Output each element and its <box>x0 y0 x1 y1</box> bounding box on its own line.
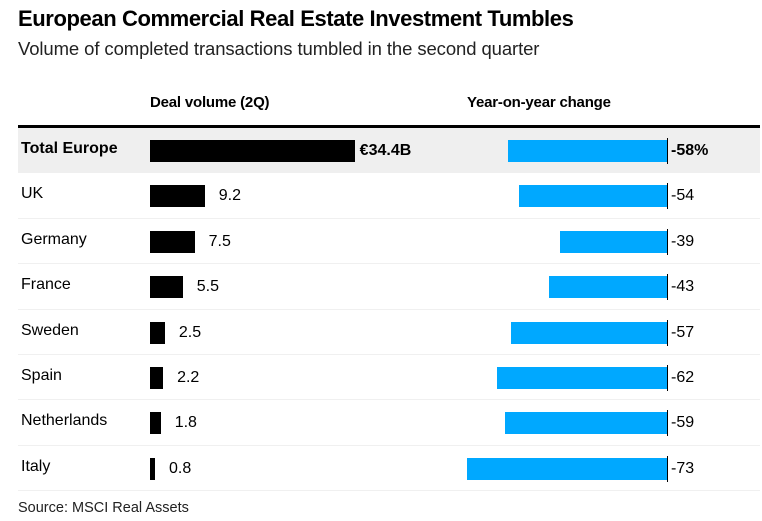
volume-value-label: 1.8 <box>174 414 197 432</box>
row-label: Total Europe <box>21 140 118 157</box>
column-header-yoy-change: Year-on-year change <box>467 94 611 111</box>
row-label: Germany <box>21 230 87 248</box>
change-bar <box>519 185 667 208</box>
change-bar <box>508 140 667 162</box>
table-row-sweden: Sweden 2.5 -57 <box>18 310 760 355</box>
row-label: Italy <box>21 457 51 475</box>
row-label: Spain <box>21 366 62 384</box>
zero-baseline <box>667 228 668 255</box>
table-row-germany: Germany 7.5 -39 <box>18 219 760 265</box>
table-row-total-europe: Total Europe €34.4B -58% <box>18 128 760 174</box>
volume-value-label: 7.5 <box>208 232 231 250</box>
zero-baseline <box>667 455 668 482</box>
change-bar <box>505 412 667 435</box>
volume-bar <box>150 276 183 299</box>
volume-bar <box>150 366 164 389</box>
table-row-spain: Spain 2.2 -62 <box>18 355 760 401</box>
volume-bar <box>150 457 155 480</box>
chart-subtitle: Volume of completed transactions tumbled… <box>18 38 540 59</box>
change-bar <box>466 457 667 480</box>
table-row-italy: Italy 0.8 -73 <box>18 446 760 492</box>
row-label: France <box>21 276 71 294</box>
header-rule <box>18 125 760 128</box>
column-header-deal-volume: Deal volume (2Q) <box>150 94 270 111</box>
change-value-label: -54 <box>671 187 695 205</box>
change-value-label: -62 <box>671 368 695 386</box>
change-value-label: -58% <box>671 142 709 159</box>
change-bar <box>560 230 667 253</box>
change-bar <box>549 276 667 299</box>
volume-bar <box>150 185 205 208</box>
change-value-label: -43 <box>671 278 695 296</box>
zero-baseline <box>667 183 668 210</box>
volume-value-label: 2.5 <box>178 323 202 341</box>
table-row-netherlands: Netherlands 1.8 -59 <box>18 400 760 446</box>
change-bar <box>497 366 667 389</box>
volume-bar <box>150 321 165 344</box>
zero-baseline <box>667 410 668 437</box>
source-note: Source: MSCI Real Assets <box>18 500 189 516</box>
volume-value-label: 5.5 <box>196 278 219 296</box>
zero-baseline <box>667 138 668 164</box>
change-bar <box>510 321 667 344</box>
volume-value-label: €34.4B <box>359 142 412 159</box>
change-value-label: -39 <box>671 232 695 250</box>
row-label: Netherlands <box>21 412 108 430</box>
change-value-label: -59 <box>671 414 695 432</box>
volume-value-label: 9.2 <box>218 187 241 205</box>
volume-bar <box>150 140 355 162</box>
volume-bar <box>150 412 161 435</box>
change-value-label: -57 <box>671 323 695 341</box>
table-body: Total Europe €34.4B -58% UK 9.2 -54 Germany 7.5… <box>18 128 760 492</box>
volume-bar <box>150 230 195 253</box>
volume-value-label: 2.2 <box>177 368 200 386</box>
table-row-france: France 5.5 -43 <box>18 264 760 310</box>
change-value-label: -73 <box>671 459 695 477</box>
zero-baseline <box>667 364 668 391</box>
chart-title: European Commercial Real Estate Investme… <box>18 6 574 31</box>
zero-baseline <box>667 319 668 346</box>
volume-value-label: 0.8 <box>169 459 192 477</box>
row-label: Sweden <box>21 321 79 339</box>
row-label: UK <box>21 185 44 203</box>
zero-baseline <box>667 274 668 301</box>
table-row-uk: UK 9.2 -54 <box>18 173 760 219</box>
